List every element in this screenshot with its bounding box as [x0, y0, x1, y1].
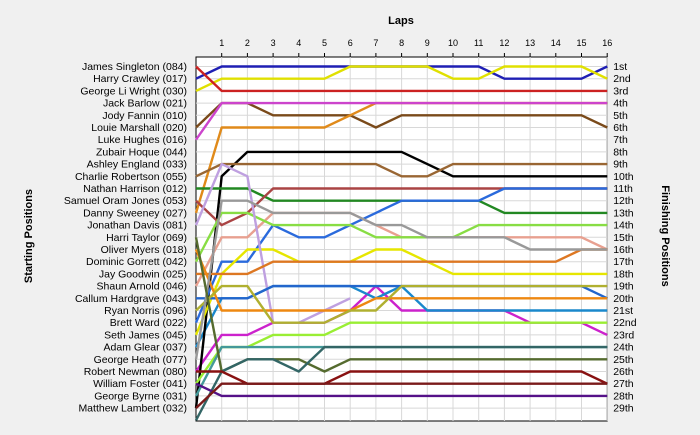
driver-label: Adam Glear (037): [104, 342, 187, 354]
finish-label: 14th: [613, 220, 634, 232]
series-line: [195, 321, 608, 385]
driver-label: Jack Barlow (021): [103, 98, 187, 110]
driver-label: George Heath (077): [94, 354, 187, 366]
finish-label: 12th: [613, 195, 634, 207]
finish-label: 7th: [613, 134, 628, 146]
series-line: [195, 162, 608, 178]
x-tick-label: 3: [271, 38, 276, 48]
driver-label: James Singleton (084): [82, 61, 187, 73]
finish-label: 24th: [613, 342, 634, 354]
series-line: [195, 101, 608, 141]
driver-label: Robert Newman (080): [84, 366, 187, 378]
x-tick-label: 8: [399, 38, 404, 48]
driver-label: Louie Marshall (020): [91, 122, 187, 134]
finish-label: 13th: [613, 207, 634, 219]
x-tick-label: 10: [448, 38, 458, 48]
y-axis-right-title: Finishing Positions: [659, 185, 671, 286]
x-tick-label: 6: [348, 38, 353, 48]
x-tick-label: 2: [245, 38, 250, 48]
series-line: [194, 199, 608, 360]
series-line: [195, 284, 608, 324]
x-axis-title: Laps: [388, 15, 414, 27]
x-tick-label: 5: [322, 38, 327, 48]
driver-label: Dominic Gorrett (042): [86, 256, 187, 268]
finish-label: 5th: [613, 110, 628, 122]
driver-label: George Li Wright (030): [80, 85, 187, 97]
driver-label: Danny Sweeney (027): [83, 207, 187, 219]
driver-label: Ashley England (033): [87, 159, 187, 171]
finish-label: 9th: [613, 159, 628, 171]
x-tick-label: 11: [474, 38, 483, 48]
driver-label: Callum Hardgrave (043): [75, 293, 187, 305]
finish-label: 29th: [613, 403, 634, 415]
finish-label: 19th: [613, 281, 634, 293]
x-tick-label: 12: [499, 38, 509, 48]
y-axis-left-title: Starting Positions: [23, 189, 35, 283]
x-tick-label: 7: [373, 38, 378, 48]
series-line: [195, 382, 608, 398]
driver-label: Brett Ward (022): [110, 317, 187, 329]
x-tick-label: 9: [425, 38, 430, 48]
driver-label: Matthew Lambert (032): [78, 403, 187, 415]
series-line: [195, 101, 608, 129]
finish-label: 16th: [613, 244, 634, 256]
finish-label: 10th: [613, 171, 634, 183]
driver-label: Jay Goodwin (025): [99, 268, 187, 280]
finish-label: 2nd: [613, 73, 631, 85]
finish-label: 1st: [613, 61, 627, 73]
series-line: [195, 382, 608, 409]
series-line: [194, 248, 608, 336]
series-line: [194, 187, 608, 324]
series-line: [195, 65, 608, 93]
series-line: [194, 150, 608, 409]
x-tick-label: 13: [525, 38, 535, 48]
driver-label: George Byrne (031): [94, 390, 187, 402]
finish-label: 8th: [613, 146, 628, 158]
finish-label: 23rd: [613, 329, 634, 341]
driver-label: Zubair Hoque (044): [96, 146, 187, 158]
finish-label: 27th: [613, 378, 634, 390]
series-line: [195, 65, 608, 92]
finish-label: 28th: [613, 390, 634, 402]
x-tick-label: 1: [219, 38, 224, 48]
finish-label: 21st: [613, 305, 633, 317]
series-lines: [194, 65, 608, 421]
finish-label: 18th: [613, 268, 634, 280]
x-tick-label: 4: [296, 38, 301, 48]
x-tick-label: 16: [602, 38, 612, 48]
finish-label: 22nd: [613, 317, 637, 329]
series-line: [196, 248, 608, 276]
driver-label: Harri Taylor (069): [106, 232, 187, 244]
driver-label: Oliver Myers (018): [101, 244, 187, 256]
finish-label: 26th: [613, 366, 634, 378]
driver-label: Jody Fannin (010): [102, 110, 187, 122]
driver-label: Charlie Robertson (055): [75, 171, 187, 183]
driver-label: Luke Hughes (016): [98, 134, 187, 146]
finish-label: 25th: [613, 354, 634, 366]
x-tick-label: 15: [576, 38, 586, 48]
finish-label: 20th: [613, 293, 634, 305]
driver-label: Nathan Harrison (012): [83, 183, 187, 195]
finish-label: 17th: [613, 256, 634, 268]
finish-label: 3rd: [613, 85, 628, 97]
finish-label: 11th: [613, 183, 633, 195]
driver-label: Ryan Norris (096): [104, 305, 187, 317]
driver-label: William Foster (041): [93, 378, 187, 390]
driver-label: Seth James (045): [104, 329, 187, 341]
driver-label: Jonathan Davis (081): [87, 220, 187, 232]
series-line: [194, 211, 608, 263]
finish-label: 4th: [613, 98, 628, 110]
driver-label: Samuel Oram Jones (053): [64, 195, 187, 207]
x-tick-label: 14: [551, 38, 561, 48]
series-line: [194, 345, 608, 421]
driver-label: Shaun Arnold (046): [97, 281, 187, 293]
driver-label: Harry Crawley (017): [93, 73, 187, 85]
finish-label: 15th: [613, 232, 634, 244]
finish-label: 6th: [613, 122, 628, 134]
